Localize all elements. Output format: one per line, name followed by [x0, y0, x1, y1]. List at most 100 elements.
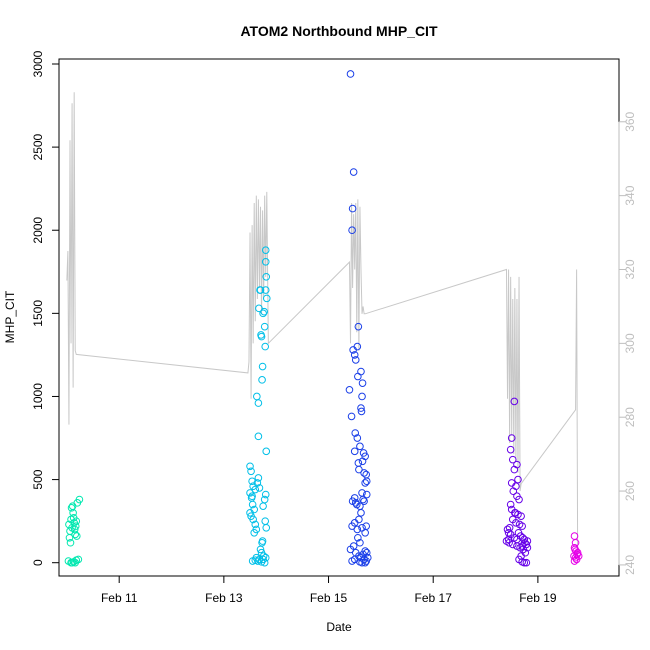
- data-point: [254, 432, 263, 441]
- data-point: [505, 538, 513, 547]
- data-point: [353, 434, 362, 442]
- data-point: [349, 346, 357, 354]
- data-point: [258, 376, 266, 384]
- data-point: [363, 553, 372, 562]
- data-point: [249, 515, 257, 524]
- y2-tick-label: 300: [623, 333, 637, 353]
- data-point: [72, 532, 81, 540]
- x-tick-label: Feb 19: [519, 591, 557, 605]
- x-axis: Feb 11 Feb 13 Feb 15 Feb 17 Feb 19: [101, 575, 557, 605]
- data-point: [248, 500, 257, 509]
- data-point: [248, 477, 256, 486]
- data-point: [255, 484, 264, 492]
- series-2: [246, 246, 271, 567]
- y-axis-label: MHP_CIT: [3, 290, 17, 343]
- secondary-series-layer: [66, 92, 579, 558]
- data-point: [255, 304, 263, 313]
- data-point: [574, 552, 583, 560]
- series-5: [570, 532, 583, 565]
- data-point: [261, 258, 270, 266]
- data-point: [506, 445, 515, 454]
- data-point: [252, 553, 261, 562]
- data-point: [346, 70, 355, 78]
- data-point: [256, 286, 265, 294]
- data-point: [510, 465, 519, 474]
- y2-tick-label: 360: [623, 111, 637, 131]
- data-point: [356, 442, 364, 451]
- data-point: [360, 497, 368, 505]
- data-point: [358, 379, 367, 387]
- data-point: [261, 490, 270, 499]
- data-point: [70, 525, 79, 534]
- data-point: [361, 547, 369, 555]
- y-axis-left: 0 500 1000 1500 2000 2500 3000: [31, 50, 60, 566]
- data-point: [262, 272, 271, 281]
- data-point: [508, 540, 517, 549]
- data-point: [357, 509, 365, 517]
- y-tick-label: 0: [31, 559, 45, 566]
- data-point: [251, 485, 260, 494]
- data-point: [362, 522, 371, 530]
- data-point: [258, 537, 267, 545]
- data-point: [508, 455, 517, 464]
- x-tick-label: Feb 13: [205, 591, 243, 605]
- secondary-series-line: [66, 92, 579, 558]
- data-point: [510, 397, 519, 406]
- data-point: [69, 514, 78, 522]
- data-point: [68, 502, 77, 510]
- x-axis-label: Date: [326, 620, 352, 634]
- data-point: [514, 475, 522, 484]
- data-point: [262, 294, 271, 303]
- data-point: [351, 429, 360, 437]
- data-point: [348, 522, 356, 530]
- data-point: [351, 356, 360, 364]
- y-tick-label: 1500: [31, 300, 45, 327]
- data-point: [247, 467, 255, 476]
- data-point: [350, 351, 359, 359]
- data-point: [262, 523, 271, 532]
- data-point: [522, 558, 531, 567]
- data-point: [354, 322, 363, 331]
- data-point: [520, 535, 529, 544]
- y-tick-label: 500: [31, 469, 45, 489]
- y2-tick-label: 340: [623, 185, 637, 205]
- data-point: [65, 533, 74, 542]
- data-point: [518, 533, 527, 542]
- data-point: [253, 479, 262, 487]
- data-point: [362, 477, 371, 486]
- series-3: [345, 70, 372, 567]
- data-points-layer: [64, 70, 583, 567]
- data-point: [260, 307, 268, 316]
- data-point: [348, 204, 357, 213]
- y-axis-right: 240 260 280 300 320 340 360: [618, 111, 637, 575]
- y-tick-label: 2000: [31, 217, 45, 244]
- data-point: [251, 520, 260, 529]
- series-4: [502, 397, 532, 567]
- data-point: [512, 519, 520, 527]
- data-point: [71, 530, 80, 539]
- data-point: [357, 367, 365, 376]
- data-point: [511, 509, 520, 517]
- data-point: [350, 447, 359, 456]
- data-point: [360, 469, 368, 477]
- x-tick-label: Feb 11: [101, 591, 138, 605]
- data-point: [68, 558, 76, 567]
- data-point: [359, 495, 367, 504]
- data-point: [248, 492, 256, 501]
- y2-tick-label: 320: [623, 259, 637, 279]
- data-point: [259, 502, 267, 510]
- data-point: [358, 392, 366, 401]
- data-point: [259, 555, 267, 564]
- y-tick-label: 2500: [31, 133, 45, 160]
- data-point: [250, 528, 259, 537]
- data-point: [261, 342, 270, 351]
- data-point: [357, 407, 366, 416]
- data-point: [345, 386, 354, 394]
- data-point: [517, 512, 525, 520]
- data-point: [262, 447, 271, 456]
- data-point: [71, 558, 80, 567]
- data-point: [506, 500, 515, 509]
- data-point: [349, 168, 358, 176]
- data-point: [246, 509, 254, 517]
